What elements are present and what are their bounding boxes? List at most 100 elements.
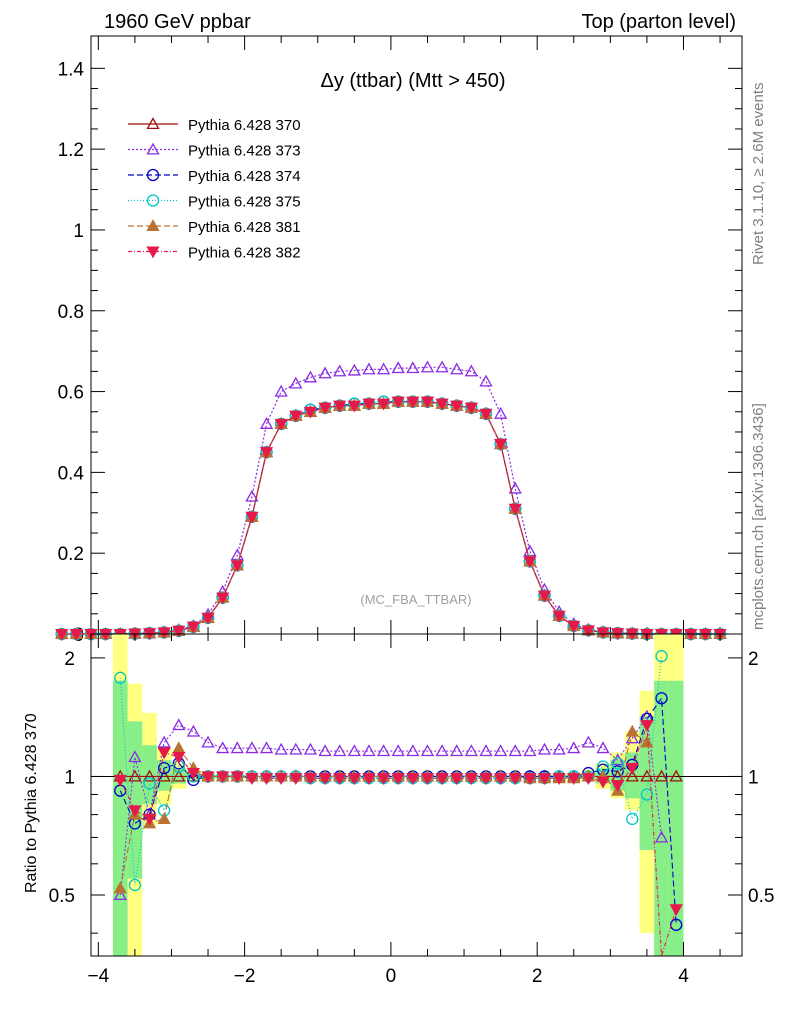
data-point — [508, 481, 522, 494]
legend-label: Pythia 6.428 373 — [188, 143, 301, 160]
data-point — [420, 360, 435, 373]
series-ratio-2 — [114, 692, 683, 931]
x-tick-label: 4 — [678, 966, 689, 987]
ratio-point — [464, 773, 478, 786]
ratio-point — [625, 769, 639, 782]
ratio-point — [142, 813, 157, 826]
ratio-point — [640, 788, 654, 801]
data-point — [55, 628, 69, 641]
data-point — [289, 410, 303, 423]
ratio-point — [640, 769, 654, 782]
ratio-point — [333, 773, 347, 786]
legend: Pythia 6.428 370 Pythia 6.428 373 Pythia 6… — [128, 117, 301, 262]
ratio-point — [625, 731, 639, 744]
ratio-point — [669, 904, 683, 917]
ratio-tick-label: 0.5 — [748, 886, 774, 907]
x-tick-label: −4 — [87, 966, 109, 987]
ratio-point — [406, 744, 420, 757]
ratio-point — [289, 742, 303, 755]
ratio-point — [172, 769, 186, 782]
ratio-point — [128, 750, 142, 763]
ratio-point — [113, 881, 127, 894]
ratio-point — [289, 773, 303, 786]
ratio-point — [157, 747, 171, 760]
data-point — [186, 621, 201, 634]
ratio-point — [186, 724, 201, 737]
x-tick-label: 2 — [532, 966, 543, 987]
data-point — [684, 628, 698, 641]
ratio-frame — [90, 633, 743, 957]
ratio-point — [596, 776, 610, 789]
ratio-point — [654, 769, 669, 782]
legend-label: Pythia 6.428 382 — [188, 245, 301, 262]
ratio-point — [596, 741, 610, 754]
ratio-point — [216, 771, 230, 784]
ratio-point — [508, 773, 522, 786]
ratio-line — [119, 714, 663, 896]
y-tick-label: 0.8 — [58, 302, 84, 323]
legend-marker — [146, 142, 160, 155]
data-point — [479, 408, 493, 421]
ratio-point — [128, 805, 142, 818]
ratio-point — [391, 773, 405, 786]
data-point — [581, 625, 595, 638]
legend-label: Pythia 6.428 374 — [188, 168, 301, 185]
ratio-point — [245, 741, 259, 754]
ratio-point — [172, 741, 186, 754]
ratio-line — [119, 696, 677, 925]
ratio-point — [655, 650, 668, 663]
data-point — [274, 384, 288, 397]
process-label: Top (parton level) — [581, 11, 736, 33]
series-main-5 — [55, 396, 727, 641]
legend-marker — [146, 117, 160, 130]
uncertainty-band-green — [156, 760, 172, 791]
x-tick-label: −2 — [234, 966, 256, 987]
uncertainty-band-green — [112, 680, 128, 956]
ratio-point — [376, 744, 391, 757]
ratio-point — [479, 744, 493, 757]
data-point — [69, 628, 83, 641]
y-tick-label: 1 — [73, 221, 84, 242]
data-point — [420, 396, 435, 409]
ratio-point — [435, 773, 449, 786]
chart-title: Δy (ttbar) (Mtt > 450) — [320, 70, 505, 92]
ratio-point — [201, 771, 215, 784]
ratio-point — [347, 773, 361, 786]
ratio-point — [172, 718, 186, 731]
data-point — [391, 396, 405, 409]
ratio-point — [494, 773, 508, 786]
ratio-point — [552, 742, 566, 755]
data-point — [596, 627, 610, 640]
data-point — [333, 364, 347, 377]
data-point — [245, 511, 259, 524]
data-point — [172, 625, 186, 638]
series-line — [61, 401, 721, 635]
ratio-point — [157, 812, 171, 824]
data-point — [494, 406, 508, 419]
legend-label: Pythia 6.428 375 — [188, 194, 301, 211]
ratio-point — [201, 735, 215, 748]
y-tick-label: 0.2 — [58, 544, 84, 565]
legend-label: Pythia 6.428 381 — [188, 219, 301, 236]
ratio-point — [611, 780, 625, 793]
data-point — [376, 398, 391, 411]
data-point — [450, 400, 464, 413]
data-point — [318, 366, 332, 379]
ratio-point — [186, 768, 201, 780]
ratio-tick-label: 1 — [748, 767, 759, 788]
ratio-point — [640, 720, 654, 732]
data-point — [303, 406, 318, 419]
data-point — [347, 400, 361, 413]
ratio-point — [157, 761, 171, 775]
ratio-point — [113, 774, 127, 787]
ratio-point — [274, 773, 288, 786]
ratio-point — [128, 769, 142, 782]
data-point — [230, 560, 244, 573]
series-ratio-5 — [113, 720, 683, 957]
data-point — [391, 361, 405, 374]
ratio-point — [391, 744, 405, 757]
data-point — [552, 610, 566, 623]
legend-label: Pythia 6.428 370 — [188, 117, 301, 134]
ratio-point — [581, 735, 595, 748]
